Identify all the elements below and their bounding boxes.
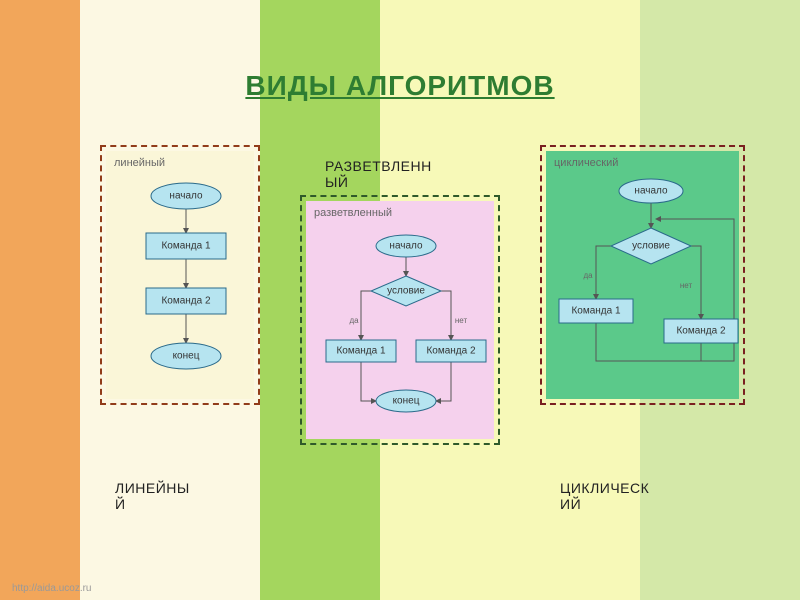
footer-url: http://aida.ucoz.ru	[12, 583, 92, 594]
svg-text:Команда 2: Команда 2	[676, 326, 726, 337]
svg-text:Команда 2: Команда 2	[161, 296, 211, 307]
panel-linear: линейный началоКоманда 1Команда 2конец	[100, 145, 260, 405]
svg-text:Команда 1: Команда 1	[571, 306, 621, 317]
panel-cyclic: циклический данетначалоусловиеКоманда 1К…	[540, 145, 745, 405]
svg-text:условие: условие	[632, 241, 670, 252]
svg-text:нет: нет	[680, 281, 693, 290]
svg-text:нет: нет	[455, 316, 468, 325]
flowchart-branched: да нет начало условие Команда 1 Команда 2 коне…	[306, 201, 498, 443]
caption-branched: РАЗВЕТВЛЕННЫЙ	[325, 158, 432, 190]
flowchart-cyclic: да нет начало условие Команда 1 Команда 2	[546, 151, 743, 403]
svg-text:конец: конец	[393, 396, 420, 407]
svg-text:конец: конец	[173, 351, 200, 362]
panel-branched: разветвленный данетначалоусловиеКоманда …	[300, 195, 500, 445]
caption-cyclic: ЦИКЛИЧЕСКИЙ	[560, 480, 649, 512]
svg-text:Команда 1: Команда 1	[161, 241, 211, 252]
svg-text:условие: условие	[387, 286, 425, 297]
svg-text:да: да	[349, 316, 359, 325]
page-title: ВИДЫ АЛГОРИТМОВ	[0, 70, 800, 102]
svg-text:Команда 2: Команда 2	[426, 346, 476, 357]
svg-text:да: да	[583, 271, 593, 280]
svg-text:Команда 1: Команда 1	[336, 346, 386, 357]
flowchart-linear: начало Команда 1 Команда 2 конец	[106, 151, 258, 403]
caption-linear: ЛИНЕЙНЫЙ	[115, 480, 190, 512]
svg-text:начало: начало	[169, 191, 203, 202]
svg-text:начало: начало	[389, 241, 423, 252]
svg-text:начало: начало	[634, 186, 668, 197]
